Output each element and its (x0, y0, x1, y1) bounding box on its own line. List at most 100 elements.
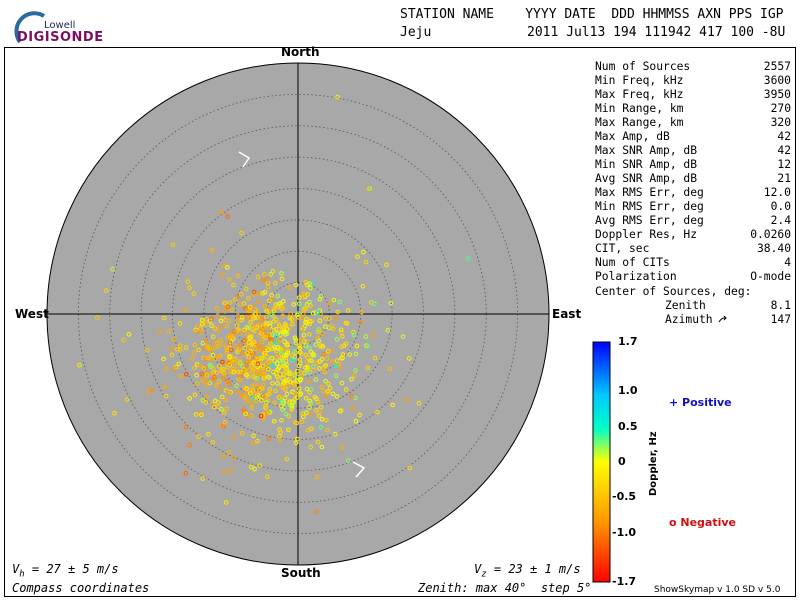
source-point (275, 293, 281, 299)
source-point (209, 323, 214, 328)
source-point (239, 393, 244, 399)
source-point (194, 372, 199, 378)
stat-label: Min Freq, kHz (595, 74, 684, 87)
source-point (301, 414, 306, 420)
source-point (256, 342, 262, 348)
source-point (251, 374, 256, 380)
source-point (251, 325, 256, 330)
source-point (283, 352, 289, 358)
source-point (215, 313, 220, 318)
source-point (317, 318, 323, 324)
source-point (333, 363, 339, 369)
source-point (124, 397, 130, 402)
source-point (277, 323, 282, 329)
source-point (269, 297, 275, 303)
source-point (264, 400, 269, 405)
source-point (280, 376, 286, 381)
source-point (305, 282, 310, 288)
source-point (301, 311, 306, 317)
source-point (292, 419, 298, 425)
source-point (281, 305, 286, 311)
source-point (231, 329, 237, 334)
source-point (222, 420, 228, 425)
source-point (265, 326, 271, 332)
source-point (274, 361, 280, 366)
source-point (210, 440, 216, 445)
plot-frame (4, 47, 796, 597)
source-point (307, 370, 312, 375)
source-point (289, 357, 295, 363)
source-point (319, 416, 325, 422)
source-point (260, 386, 265, 392)
source-point (283, 367, 289, 372)
center-title: Center of Sources, deg: (595, 285, 752, 298)
source-point (298, 370, 304, 376)
source-point (384, 262, 389, 268)
source-point (244, 386, 249, 391)
source-point (252, 346, 257, 351)
version-info: ShowSkymap v 1.0 SD v 5.0 (654, 585, 781, 595)
source-point (244, 325, 250, 330)
source-point (337, 365, 343, 370)
source-point (231, 455, 236, 461)
legend-negative: o Negative (669, 516, 737, 529)
source-point (297, 390, 302, 396)
source-point (261, 334, 267, 340)
stat-value: 0.0 (770, 200, 791, 213)
source-point (199, 412, 204, 418)
source-point (196, 434, 201, 440)
source-point (252, 466, 257, 472)
source-point (323, 378, 328, 384)
label-east: East (552, 307, 582, 321)
source-point (227, 354, 232, 360)
source-point (199, 371, 205, 377)
source-point (226, 450, 232, 455)
source-point (295, 374, 300, 380)
source-point (314, 474, 320, 480)
colorbar-tick-label: -0.5 (612, 490, 637, 504)
source-point (178, 373, 184, 379)
source-point (282, 339, 288, 345)
source-point (198, 363, 203, 369)
source-point (280, 347, 286, 352)
source-point (219, 209, 224, 215)
source-point (300, 326, 305, 332)
source-point (225, 214, 230, 219)
stat-value: 21 (777, 172, 791, 185)
stat-label: Min RMS Err, deg (595, 200, 704, 213)
center-zenith-value: 8.1 (770, 299, 791, 312)
source-point (323, 324, 328, 329)
source-point (304, 306, 309, 311)
source-point (331, 297, 337, 303)
source-point (249, 384, 255, 390)
source-point (246, 340, 252, 346)
source-point (270, 363, 276, 368)
source-point (194, 329, 199, 335)
source-point (222, 300, 227, 306)
source-point (285, 377, 291, 383)
source-point (163, 393, 169, 399)
source-point (233, 343, 239, 349)
source-point (289, 407, 294, 413)
source-point (166, 328, 172, 334)
source-point (284, 456, 290, 462)
source-point (260, 339, 265, 345)
source-point (261, 382, 266, 388)
source-point (266, 332, 272, 337)
source-point (299, 315, 304, 321)
source-point (305, 355, 310, 360)
source-point (234, 383, 239, 388)
source-point (279, 418, 284, 423)
source-point (346, 308, 351, 313)
source-point (184, 371, 189, 377)
source-point (265, 374, 271, 380)
source-point (265, 277, 270, 282)
source-point (183, 345, 189, 350)
source-point (365, 365, 371, 371)
source-point (249, 334, 254, 339)
source-point (225, 265, 230, 270)
source-point (279, 399, 284, 404)
source-point (314, 509, 319, 515)
source-point (264, 314, 269, 320)
colorbar-tick-label: 1.0 (618, 384, 638, 398)
